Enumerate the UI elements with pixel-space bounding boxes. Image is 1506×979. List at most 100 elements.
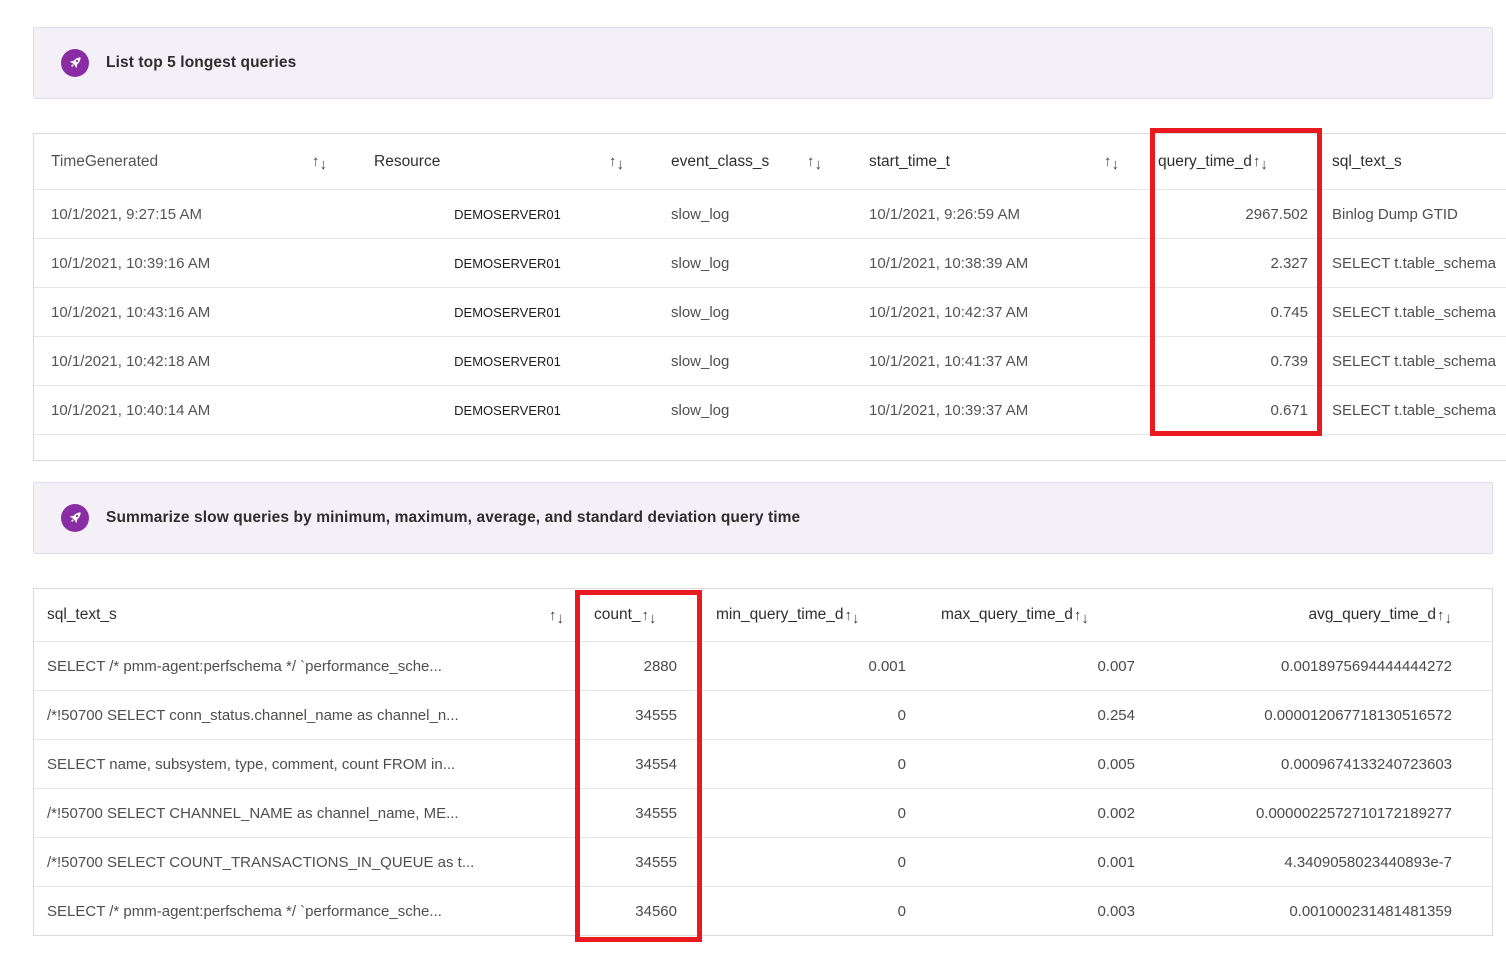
cell-start-time: 10/1/2021, 10:39:37 AM — [869, 401, 1029, 419]
cell-sql-text: SELECT name, subsystem, type, comment, c… — [47, 755, 456, 773]
sort-icon[interactable]: ↑ ↓ — [844, 606, 860, 625]
sort-up-arrow: ↑ — [312, 153, 320, 170]
table-row[interactable]: SELECT /* pmm-agent:perfschema */ `perfo… — [34, 886, 1492, 935]
sort-down-arrow: ↓ — [616, 156, 625, 171]
sort-up-arrow: ↑ — [641, 606, 650, 624]
sort-icon[interactable]: ↑ ↓ — [549, 606, 565, 625]
rocket-icon — [61, 504, 89, 532]
cell-sql-text: Binlog Dump GTID — [1332, 205, 1458, 223]
column-header-sql-text[interactable]: sql_text_s ↑ ↓ — [34, 606, 584, 624]
sort-icon[interactable]: ↑ ↓ — [312, 153, 328, 171]
table-header-row: TimeGenerated ↑ ↓ Resource ↑ ↓ event_class… — [34, 134, 1506, 189]
cell-sql-text: SELECT t.table_schema — [1332, 254, 1496, 272]
cell-min-query-time: 0.001 — [868, 657, 906, 675]
sort-down-arrow: ↓ — [1111, 156, 1120, 171]
column-header-max-query-time[interactable]: max_query_time_d ↑ ↓ — [919, 606, 1141, 624]
column-header-avg-query-time[interactable]: avg_query_time_d ↑ ↓ — [1141, 606, 1492, 624]
cell-time-generated: 10/1/2021, 10:40:14 AM — [51, 401, 211, 419]
sort-up-arrow: ↑ — [549, 606, 557, 624]
cell-resource: DEMOSERVER01 — [454, 255, 561, 271]
cell-sql-text: SELECT /* pmm-agent:perfschema */ `perfo… — [47, 902, 442, 920]
table-row[interactable]: /*!50700 SELECT CHANNEL_NAME as channel_… — [34, 788, 1492, 837]
table-row[interactable]: 10/1/2021, 10:42:18 AM DEMOSERVER01 slow… — [34, 336, 1506, 385]
sort-down-arrow: ↓ — [556, 609, 565, 625]
sort-icon[interactable]: ↑ ↓ — [641, 606, 657, 625]
query-suggestion-banner-1[interactable]: List top 5 longest queries — [33, 27, 1493, 99]
cell-time-generated: 10/1/2021, 10:43:16 AM — [51, 303, 211, 321]
table-row[interactable]: SELECT name, subsystem, type, comment, c… — [34, 739, 1492, 788]
cell-min-query-time: 0 — [897, 755, 906, 773]
cell-time-generated: 10/1/2021, 10:39:16 AM — [51, 254, 211, 272]
column-label: avg_query_time_d — [1308, 606, 1436, 623]
column-header-event-class[interactable]: event_class_s ↑ ↓ — [656, 153, 854, 171]
table-row[interactable]: /*!50700 SELECT conn_status.channel_name… — [34, 690, 1492, 739]
sort-down-arrow: ↓ — [1260, 156, 1268, 171]
cell-start-time: 10/1/2021, 10:42:37 AM — [869, 303, 1029, 321]
cell-sql-text: SELECT /* pmm-agent:perfschema */ `perfo… — [47, 657, 442, 675]
cell-avg-query-time: 4.3409058023440893e-7 — [1284, 853, 1452, 871]
column-label: event_class_s — [671, 152, 770, 170]
table-row[interactable]: SELECT /* pmm-agent:perfschema */ `perfo… — [34, 641, 1492, 690]
column-header-resource[interactable]: Resource ↑ ↓ — [359, 153, 656, 171]
cell-query-time: 2.327 — [1270, 254, 1308, 272]
cell-query-time: 2967.502 — [1245, 205, 1308, 223]
table-row[interactable]: 10/1/2021, 10:43:16 AM DEMOSERVER01 slow… — [34, 287, 1506, 336]
cell-resource: DEMOSERVER01 — [454, 304, 561, 320]
table-row[interactable]: /*!50700 SELECT COUNT_TRANSACTIONS_IN_QU… — [34, 837, 1492, 886]
cell-start-time: 10/1/2021, 9:26:59 AM — [869, 205, 1020, 223]
sort-up-arrow: ↑ — [1073, 606, 1082, 624]
cell-count: 34555 — [635, 706, 677, 724]
column-header-query-time[interactable]: query_time_d ↑ ↓ — [1151, 153, 1326, 171]
column-header-timegenerated[interactable]: TimeGenerated ↑ ↓ — [34, 153, 359, 171]
column-header-count[interactable]: count_ ↑ ↓ — [584, 606, 704, 624]
sort-up-arrow: ↑ — [1437, 606, 1445, 624]
sort-up-arrow: ↑ — [844, 606, 853, 624]
cell-time-generated: 10/1/2021, 10:42:18 AM — [51, 352, 211, 370]
sort-down-arrow: ↓ — [319, 156, 328, 171]
cell-avg-query-time: 0.000012067718130516572 — [1264, 706, 1452, 724]
cell-event-class: slow_log — [671, 205, 730, 223]
sort-up-arrow: ↑ — [807, 153, 815, 170]
column-label: query_time_d — [1158, 152, 1252, 170]
cell-count: 34560 — [635, 902, 677, 920]
cell-sql-text: SELECT t.table_schema — [1332, 352, 1496, 370]
cell-max-query-time: 0.254 — [1097, 706, 1135, 724]
column-header-min-query-time[interactable]: min_query_time_d ↑ ↓ — [704, 606, 919, 624]
cell-count: 34555 — [635, 804, 677, 822]
banner-label: Summarize slow queries by minimum, maxim… — [106, 509, 801, 526]
cell-count: 34554 — [635, 755, 677, 773]
sort-icon[interactable]: ↑ ↓ — [1437, 606, 1452, 625]
column-label: sql_text_s — [47, 606, 117, 623]
sort-icon[interactable]: ↑ ↓ — [1253, 154, 1268, 171]
sort-icon[interactable]: ↑ ↓ — [609, 154, 625, 171]
column-label: TimeGenerated — [51, 152, 159, 170]
cell-sql-text: SELECT t.table_schema — [1332, 401, 1496, 419]
cell-count: 2880 — [643, 657, 677, 675]
table-row[interactable]: 10/1/2021, 10:39:16 AM DEMOSERVER01 slow… — [34, 238, 1506, 287]
column-label: sql_text_s — [1332, 152, 1402, 170]
cell-start-time: 10/1/2021, 10:38:39 AM — [869, 254, 1029, 272]
sort-down-arrow: ↓ — [1081, 609, 1089, 625]
query-suggestion-banner-2[interactable]: Summarize slow queries by minimum, maxim… — [33, 482, 1493, 554]
cell-event-class: slow_log — [671, 254, 730, 272]
sort-icon[interactable]: ↑ ↓ — [1104, 154, 1120, 171]
sort-down-arrow: ↓ — [852, 609, 860, 625]
cell-min-query-time: 0 — [897, 804, 906, 822]
table-row[interactable]: 10/1/2021, 10:40:14 AM DEMOSERVER01 slow… — [34, 385, 1506, 434]
cell-start-time: 10/1/2021, 10:41:37 AM — [869, 352, 1029, 370]
sort-down-arrow: ↓ — [814, 156, 823, 171]
cell-count: 34555 — [635, 853, 677, 871]
sort-icon[interactable]: ↑ ↓ — [807, 153, 823, 171]
cell-time-generated: 10/1/2021, 9:27:15 AM — [51, 205, 202, 223]
sort-icon[interactable]: ↑ ↓ — [1073, 606, 1089, 625]
cell-sql-text: SELECT t.table_schema — [1332, 303, 1496, 321]
cell-sql-text: /*!50700 SELECT conn_status.channel_name… — [47, 706, 459, 724]
table-row[interactable]: 10/1/2021, 9:27:15 AM DEMOSERVER01 slow_… — [34, 189, 1506, 238]
cell-resource: DEMOSERVER01 — [454, 353, 561, 369]
column-header-sql-text[interactable]: sql_text_s — [1326, 153, 1506, 171]
cell-avg-query-time: 0.0000022572710172189277 — [1255, 804, 1452, 822]
cell-max-query-time: 0.003 — [1097, 902, 1135, 920]
column-header-start-time[interactable]: start_time_t ↑ ↓ — [854, 153, 1151, 171]
cell-event-class: slow_log — [671, 352, 730, 370]
cell-avg-query-time: 0.0018975694444444272 — [1280, 657, 1452, 675]
